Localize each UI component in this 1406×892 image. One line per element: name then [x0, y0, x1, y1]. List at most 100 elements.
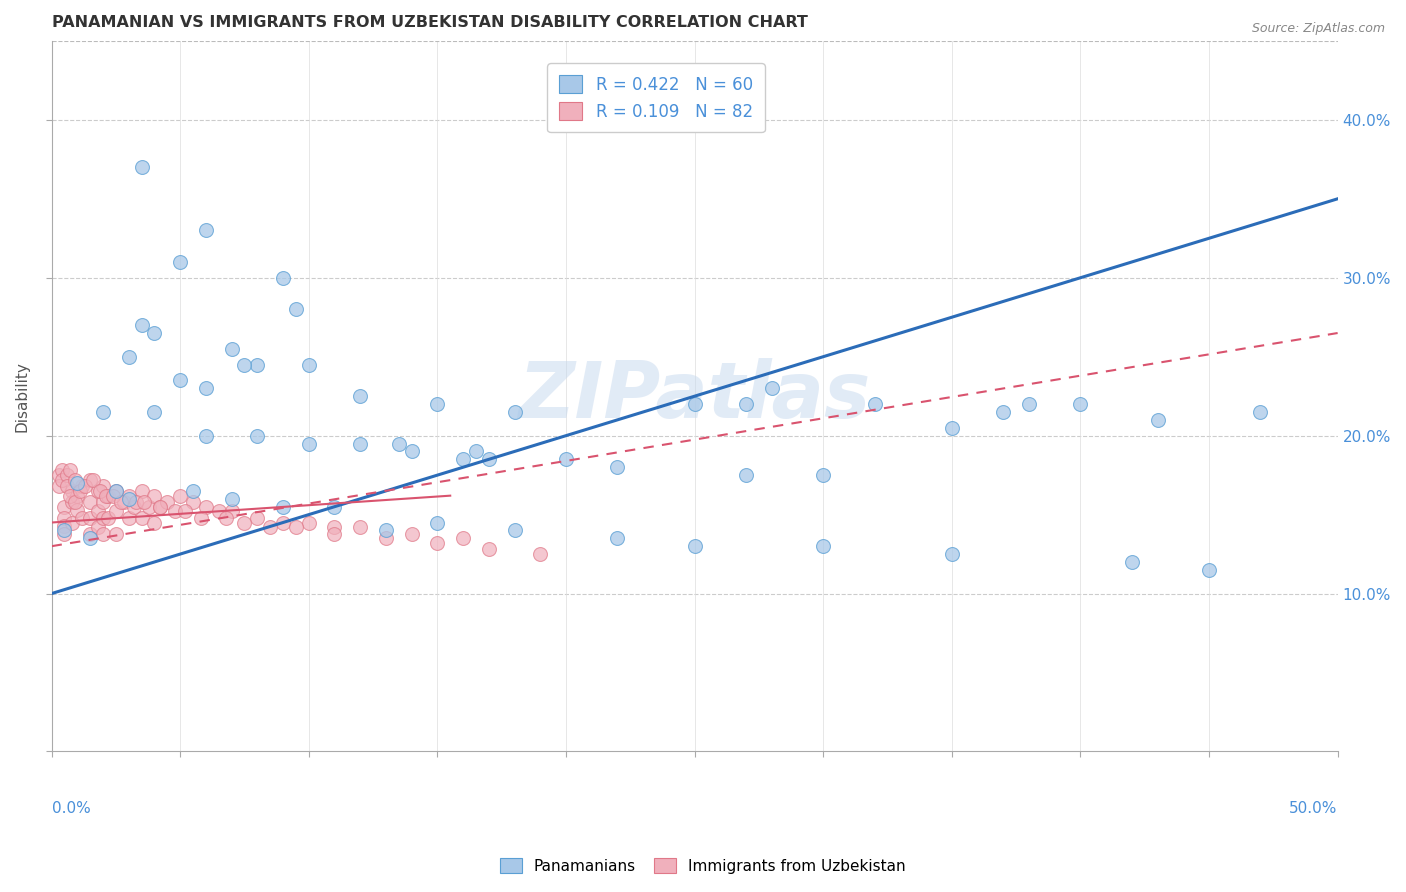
- Point: [465, 444, 488, 458]
- Point: [503, 405, 526, 419]
- Point: [683, 397, 706, 411]
- Point: [53, 526, 76, 541]
- Point: [190, 510, 212, 524]
- Point: [82, 473, 104, 487]
- Point: [66, 503, 89, 517]
- Point: [131, 318, 153, 332]
- Point: [104, 483, 127, 498]
- Point: [478, 452, 501, 467]
- Point: [374, 531, 396, 545]
- Point: [941, 547, 963, 561]
- Point: [87, 504, 110, 518]
- Point: [298, 358, 321, 372]
- Point: [125, 495, 148, 509]
- Point: [194, 500, 217, 514]
- Point: [103, 489, 125, 503]
- Point: [56, 468, 79, 483]
- Point: [426, 397, 449, 411]
- Legend: Panamanians, Immigrants from Uzbekistan: Panamanians, Immigrants from Uzbekistan: [495, 852, 911, 880]
- Point: [606, 460, 628, 475]
- Point: [131, 510, 153, 524]
- Point: [118, 510, 141, 524]
- Point: [91, 495, 114, 509]
- Point: [97, 489, 120, 503]
- Point: [284, 302, 307, 317]
- Point: [58, 489, 80, 503]
- Point: [87, 483, 110, 498]
- Point: [349, 389, 371, 403]
- Point: [91, 526, 114, 541]
- Text: 50.0%: 50.0%: [1289, 801, 1337, 816]
- Point: [51, 473, 73, 487]
- Point: [94, 489, 117, 503]
- Point: [1069, 397, 1091, 411]
- Point: [233, 516, 256, 530]
- Y-axis label: Disability: Disability: [15, 360, 30, 432]
- Point: [110, 495, 132, 509]
- Point: [388, 436, 411, 450]
- Point: [156, 495, 179, 509]
- Point: [1018, 397, 1040, 411]
- Point: [79, 510, 101, 524]
- Point: [1198, 563, 1220, 577]
- Point: [221, 491, 243, 506]
- Point: [122, 500, 145, 514]
- Point: [104, 483, 127, 498]
- Point: [735, 468, 758, 483]
- Point: [503, 524, 526, 538]
- Point: [91, 405, 114, 419]
- Point: [169, 489, 191, 503]
- Point: [233, 358, 256, 372]
- Point: [1249, 405, 1271, 419]
- Point: [97, 510, 120, 524]
- Point: [73, 479, 96, 493]
- Point: [271, 270, 294, 285]
- Point: [811, 539, 834, 553]
- Point: [426, 516, 449, 530]
- Point: [401, 526, 423, 541]
- Point: [169, 373, 191, 387]
- Point: [138, 500, 160, 514]
- Text: 0.0%: 0.0%: [52, 801, 90, 816]
- Point: [48, 468, 70, 483]
- Legend: R = 0.422   N = 60, R = 0.109   N = 82: R = 0.422 N = 60, R = 0.109 N = 82: [547, 63, 765, 132]
- Point: [1121, 555, 1143, 569]
- Point: [941, 421, 963, 435]
- Point: [174, 504, 197, 518]
- Point: [89, 483, 111, 498]
- Point: [349, 436, 371, 450]
- Point: [606, 531, 628, 545]
- Point: [118, 491, 141, 506]
- Point: [323, 500, 346, 514]
- Point: [735, 397, 758, 411]
- Point: [63, 473, 86, 487]
- Point: [451, 452, 474, 467]
- Point: [246, 428, 269, 442]
- Point: [298, 436, 321, 450]
- Point: [194, 381, 217, 395]
- Point: [401, 444, 423, 458]
- Point: [53, 518, 76, 533]
- Point: [53, 510, 76, 524]
- Point: [72, 479, 94, 493]
- Point: [118, 489, 141, 503]
- Point: [79, 531, 101, 545]
- Point: [181, 483, 204, 498]
- Point: [246, 510, 269, 524]
- Point: [298, 516, 321, 530]
- Point: [118, 350, 141, 364]
- Point: [72, 510, 94, 524]
- Text: PANAMANIAN VS IMMIGRANTS FROM UZBEKISTAN DISABILITY CORRELATION CHART: PANAMANIAN VS IMMIGRANTS FROM UZBEKISTAN…: [52, 15, 807, 30]
- Point: [91, 510, 114, 524]
- Point: [208, 504, 231, 518]
- Point: [134, 495, 156, 509]
- Point: [284, 520, 307, 534]
- Point: [56, 479, 79, 493]
- Point: [451, 531, 474, 545]
- Point: [683, 539, 706, 553]
- Point: [863, 397, 886, 411]
- Point: [148, 500, 170, 514]
- Point: [87, 520, 110, 534]
- Point: [993, 405, 1015, 419]
- Point: [194, 223, 217, 237]
